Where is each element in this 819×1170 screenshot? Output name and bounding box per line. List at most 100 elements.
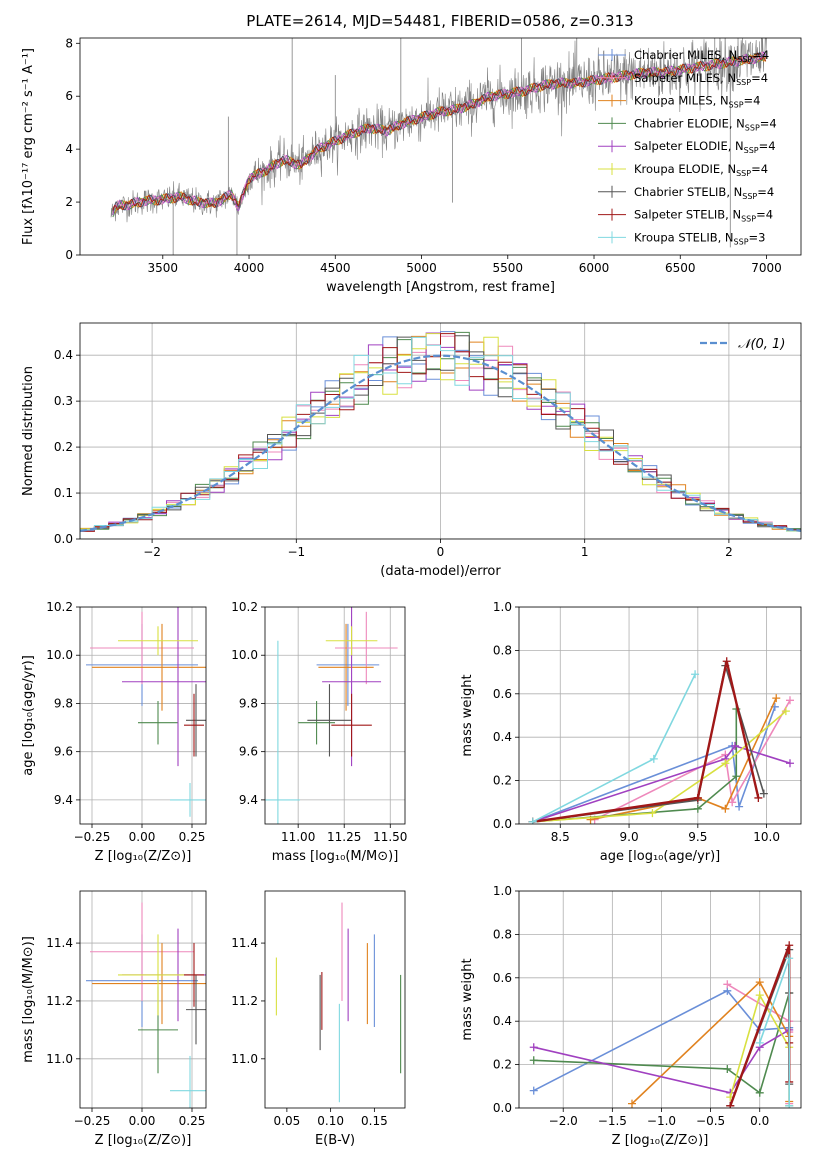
panel-spectrum: 3500 4000 4500 5000 5500 6000 6500 7000 0 2 4 6 8 wav… [21, 36, 802, 295]
x-tick-label: 6500 [665, 261, 696, 275]
grid [80, 607, 206, 824]
series-marker [735, 802, 744, 811]
plot-area [110, 38, 767, 255]
y-tick-label: 0.6 [493, 687, 512, 701]
panel-residuals: −2 −1 0 1 2 0.0 0.1 0.2 0.3 0.4 (data-model)/error… [21, 322, 802, 579]
legend-label: Kroupa ELODIE, NSSP=4 [634, 162, 768, 178]
x-tick-label: 0.00 [129, 830, 156, 844]
legend: Chabrier MILES, NSSP=4 Salpeter MILES, NS… [598, 48, 777, 246]
series-marker [693, 793, 702, 802]
x-tick-label: 0.00 [129, 1114, 156, 1128]
series-line [532, 744, 791, 823]
x-tick-label: 7000 [751, 261, 782, 275]
x-tick-label: 4500 [320, 261, 351, 275]
x-tick-label: −1 [287, 545, 305, 559]
legend-label: Salpeter STELIB, NSSP=4 [634, 208, 773, 224]
series-line [533, 989, 790, 1092]
plot-area [80, 323, 801, 539]
x-axis-label: (data-model)/error [380, 564, 501, 579]
legend-label: Kroupa STELIB, NSSP=3 [634, 230, 765, 246]
legend: 𝒩(0, 1) [700, 337, 785, 352]
y-tick-label: 2 [65, 195, 73, 209]
y-tick-label: 11.0 [231, 1052, 258, 1066]
series-line [532, 710, 787, 823]
x-tick-label: 0.05 [274, 1114, 301, 1128]
y-axis-label: Normed distribution [21, 366, 36, 496]
axes-frame [79, 37, 802, 256]
x-tick-label: 8.5 [551, 830, 570, 844]
plot-area [519, 607, 801, 824]
x-tick-label: 3500 [148, 261, 179, 275]
series-marker [755, 991, 764, 1000]
gaussian-curve [80, 354, 801, 532]
plot-area [265, 607, 405, 824]
grid [80, 891, 206, 1108]
series-marker [691, 670, 700, 679]
axes-frame [518, 606, 802, 825]
x-tick-label: 2 [725, 545, 733, 559]
y-tick-label: 0.6 [493, 971, 512, 985]
x-tick-label: 5000 [406, 261, 437, 275]
series-marker [785, 1101, 794, 1108]
series-line [533, 992, 790, 1095]
x-tick-label: 1 [581, 545, 589, 559]
y-tick-label: 0.8 [493, 927, 512, 941]
series-marker [648, 809, 657, 818]
y-tick-label: 0.3 [54, 394, 73, 408]
x-tick-label: 11.50 [373, 830, 407, 844]
y-tick-label: 11.2 [46, 994, 73, 1008]
series-marker [726, 1101, 735, 1108]
x-axis-label: wavelength [Angstrom, rest frame] [326, 280, 555, 295]
y-tick-label: 10.2 [46, 600, 73, 614]
y-axis-label: Flux [fλ10⁻¹⁷ erg cm⁻² s⁻¹ A⁻¹] [21, 48, 36, 245]
x-tick-label: 9.0 [620, 830, 639, 844]
series-marker [627, 1099, 636, 1108]
grid [519, 891, 801, 1108]
y-tick-label: 0.4 [493, 730, 512, 744]
y-tick-label: 11.2 [231, 994, 258, 1008]
y-axis-label: mass weight [460, 674, 475, 756]
x-tick-label: −2.0 [549, 1114, 578, 1128]
y-tick-label: 4 [65, 142, 73, 156]
y-tick-label: 10.2 [231, 600, 258, 614]
x-axis-label: E(B-V) [315, 1133, 355, 1148]
x-axis-label: Z [log₁₀(Z/Z⊙)] [612, 1133, 709, 1148]
grid [519, 607, 801, 824]
series-marker [772, 694, 781, 703]
y-tick-label: 11.0 [46, 1052, 73, 1066]
y-tick-label: 10.0 [46, 648, 73, 662]
series-marker [529, 1056, 538, 1065]
x-tick-label: 0.25 [179, 830, 206, 844]
legend-label: Chabrier STELIB, NSSP=4 [634, 185, 774, 201]
panel-mass-vs-Z: −0.25 0.00 0.25 11.0 11.2 11.4 Z [log₁₀(Z/Z⊙)]… [21, 890, 207, 1148]
x-tick-label: −2 [143, 545, 161, 559]
y-tick-label: 0.2 [493, 774, 512, 788]
y-tick-label: 6 [65, 89, 73, 103]
series-marker [781, 707, 790, 716]
y-tick-label: 0.0 [493, 817, 512, 831]
y-tick-label: 0.4 [493, 1014, 512, 1028]
y-axis-label: mass [log₁₀(M/M⊙)] [21, 936, 36, 1063]
legend-label: Kroupa MILES, NSSP=4 [634, 94, 760, 110]
x-tick-label: 0 [437, 545, 445, 559]
series-marker [721, 759, 730, 768]
legend-label: 𝒩(0, 1) [738, 337, 785, 352]
x-tick-label: 11.00 [281, 830, 315, 844]
plot-area [80, 891, 206, 1108]
series-marker [759, 789, 768, 798]
x-axis-label: age [log₁₀(age/yr)] [600, 849, 721, 864]
x-tick-label: 11.25 [327, 830, 361, 844]
y-tick-label: 9.8 [54, 696, 73, 710]
series-marker [785, 941, 794, 950]
y-tick-label: 8 [65, 36, 73, 50]
x-tick-label: 10.0 [753, 830, 780, 844]
series-marker [754, 793, 763, 802]
y-tick-label: 1.0 [493, 600, 512, 614]
y-tick-label: 9.4 [54, 793, 73, 807]
series-marker [755, 978, 764, 987]
panel-massweight-vs-age: 8.5 9.0 9.5 10.0 0.0 0.2 0.4 0.6 0.8 1.0 age [log₁… [460, 600, 802, 864]
legend-label: Chabrier MILES, NSSP=4 [634, 48, 769, 64]
y-tick-label: 10.0 [231, 648, 258, 662]
y-tick-label: 0.4 [54, 348, 73, 362]
y-tick-label: 0.0 [493, 1101, 512, 1115]
